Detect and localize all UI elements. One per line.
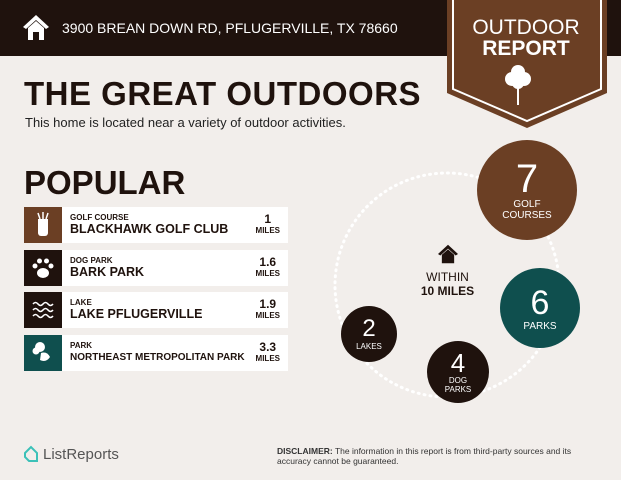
label: PARKS xyxy=(523,320,557,332)
distance-value: 3.3 xyxy=(259,340,277,354)
item-distance: 3.3 MILES xyxy=(256,340,280,363)
disclaimer-label: DISCLAIMER: xyxy=(277,446,333,456)
category-icon-box xyxy=(24,335,62,371)
count: 4 xyxy=(450,348,466,378)
badge-line2: REPORT xyxy=(482,37,570,60)
tree-icon xyxy=(505,65,531,105)
label: PARKS xyxy=(444,385,472,394)
item-category: PARK xyxy=(70,341,93,350)
item-name: NORTHEAST METROPOLITAN PARK xyxy=(70,352,245,363)
distance-value: 1.6 xyxy=(259,255,277,269)
home-icon xyxy=(438,244,458,264)
popular-item: GOLF COURSE BLACKHAWK GOLF CLUB 1 MILES xyxy=(24,207,288,243)
lakes-count: 2 LAKES xyxy=(341,306,397,362)
disclaimer: DISCLAIMER: The information in this repo… xyxy=(277,446,597,466)
category-icon-box xyxy=(24,292,62,328)
item-category: GOLF COURSE xyxy=(70,213,129,222)
page-title: THE GREAT OUTDOORS xyxy=(24,75,422,112)
paw-icon xyxy=(32,258,54,278)
waves-icon xyxy=(32,301,54,319)
category-icon-box xyxy=(24,207,62,243)
item-distance: 1.6 MILES xyxy=(256,255,280,278)
dog-parks-count: 4 DOG PARKS xyxy=(427,341,489,403)
item-name: BARK PARK xyxy=(70,265,145,279)
distance-value: 1.9 xyxy=(259,297,277,311)
distance-unit: MILES xyxy=(255,354,280,363)
address: 3900 BREAN DOWN RD, PFLUGERVILLE, TX 786… xyxy=(62,20,398,36)
logo-text: ListReports xyxy=(43,445,119,463)
count: 2 xyxy=(362,314,376,342)
within-label: WITHIN xyxy=(426,270,469,284)
logo-icon xyxy=(24,445,38,462)
label: LAKES xyxy=(356,341,382,351)
tree-icon xyxy=(32,342,50,361)
outdoor-report-badge xyxy=(447,0,607,128)
page-subtitle: This home is located near a variety of o… xyxy=(25,115,346,130)
label: GOLF xyxy=(513,199,541,210)
within-radius: WITHIN 10 MILES xyxy=(400,270,495,298)
count: 7 xyxy=(515,157,539,201)
popular-item: LAKE LAKE PFLUGERVILLE 1.9 MILES xyxy=(24,292,288,328)
distance-unit: MILES xyxy=(255,269,280,278)
item-distance: 1.9 MILES xyxy=(256,297,280,320)
popular-item: DOG PARK BARK PARK 1.6 MILES xyxy=(24,250,288,286)
distance-value: 1 xyxy=(264,212,272,226)
radius-label: 10 MILES xyxy=(420,284,475,298)
badge-line1: OUTDOOR xyxy=(472,16,580,39)
count: 6 xyxy=(530,283,550,322)
listreports-logo: ListReports xyxy=(23,445,119,463)
golf-courses-count: 7 GOLF COURSES xyxy=(477,140,577,240)
popular-heading: POPULAR xyxy=(24,164,186,201)
distance-unit: MILES xyxy=(255,311,280,320)
item-name: BLACKHAWK GOLF CLUB xyxy=(70,222,229,236)
item-distance: 1 MILES xyxy=(256,212,280,235)
label: COURSES xyxy=(502,210,552,221)
item-name: LAKE PFLUGERVILLE xyxy=(70,307,203,321)
disclaimer-text: The information in this report is from t… xyxy=(277,446,572,466)
distance-unit: MILES xyxy=(255,226,280,235)
label: DOG xyxy=(448,376,468,385)
item-category: DOG PARK xyxy=(70,256,113,265)
item-category: LAKE xyxy=(70,298,92,307)
category-icon-box xyxy=(24,250,62,286)
home-icon xyxy=(23,15,49,40)
parks-count: 6 PARKS xyxy=(500,268,580,348)
popular-item: PARK NORTHEAST METROPOLITAN PARK 3.3 MILE… xyxy=(24,335,288,371)
golf-bag-icon xyxy=(37,212,49,236)
